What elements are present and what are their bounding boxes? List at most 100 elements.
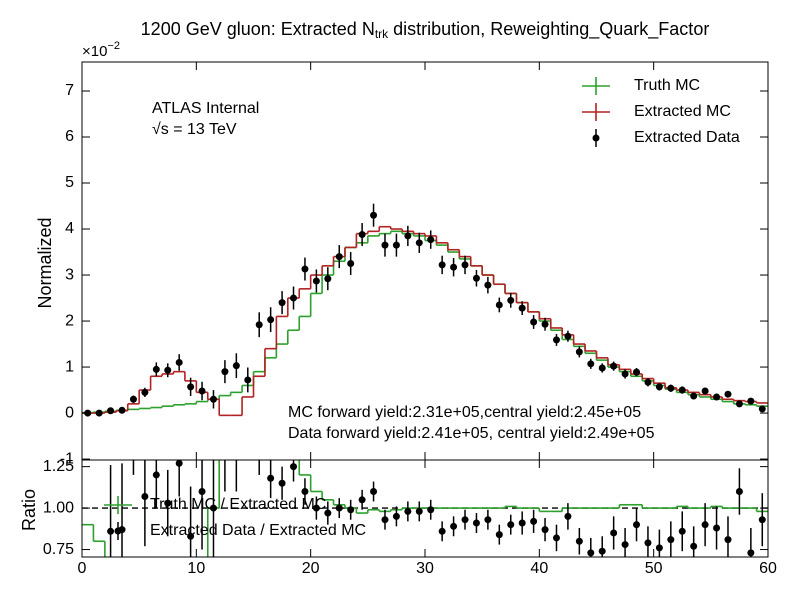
data-point <box>198 387 206 395</box>
data-point <box>495 301 503 309</box>
data-point <box>552 534 560 542</box>
data-point <box>347 260 355 268</box>
data-point <box>724 390 732 398</box>
data-point <box>267 474 275 482</box>
data-point <box>278 479 286 487</box>
y-tick-label: 1 <box>65 358 74 375</box>
annotation: Data forward yield:2.41e+05, central yie… <box>288 425 655 442</box>
y-tick-label: -1 <box>60 450 74 467</box>
data-point <box>233 405 240 412</box>
data-point <box>461 261 469 269</box>
data-point <box>758 405 766 413</box>
data-point <box>530 318 538 326</box>
data-point <box>758 516 766 524</box>
x-tick-label: 60 <box>759 560 777 577</box>
data-point <box>507 521 515 529</box>
annotation: √s = 13 TeV <box>152 121 237 138</box>
y-scale-label: ×10−2 <box>82 40 120 60</box>
data-point <box>187 532 195 540</box>
data-point <box>221 405 228 412</box>
data-point <box>381 516 389 524</box>
data-point <box>621 541 629 549</box>
data-point <box>324 509 332 517</box>
data-point <box>301 265 309 273</box>
data-point <box>667 536 675 544</box>
data-point <box>713 393 721 401</box>
y-axis-label: Normalized <box>35 217 55 308</box>
x-tick-label: 40 <box>530 560 548 577</box>
data-point <box>244 376 252 384</box>
data-point <box>141 388 149 396</box>
legend-marker <box>592 134 600 142</box>
data-point <box>450 522 458 530</box>
data-point <box>678 386 686 394</box>
data-point <box>655 383 663 391</box>
data-point <box>667 384 675 392</box>
data-point <box>381 241 389 249</box>
data-point <box>747 549 755 557</box>
data-point <box>130 422 137 429</box>
legend-label: Extracted MC <box>634 103 731 120</box>
data-point <box>598 364 606 372</box>
data-point <box>450 263 458 271</box>
chart-title: 1200 GeV gluon: Extracted Ntrk distribut… <box>141 19 710 41</box>
x-tick-label: 10 <box>187 560 205 577</box>
data-point <box>575 537 583 545</box>
y-axis-label: Ratio <box>19 489 39 531</box>
data-point <box>633 368 641 376</box>
data-point <box>484 281 492 289</box>
data-point <box>644 539 652 547</box>
data-point <box>633 521 641 529</box>
y-tick-label: 3 <box>65 266 74 283</box>
data-point <box>610 529 618 537</box>
data-point <box>747 397 755 405</box>
data-point <box>495 531 503 539</box>
data-point <box>701 521 709 529</box>
data-point <box>621 370 629 378</box>
data-point <box>541 320 549 328</box>
data-point <box>290 294 298 302</box>
annotation: MC forward yield:2.31e+05,central yield:… <box>288 404 641 421</box>
x-tick-label: 30 <box>416 560 434 577</box>
y-tick-label: 5 <box>65 174 74 191</box>
data-point <box>209 504 217 512</box>
data-point <box>358 231 366 239</box>
legend-label: Extracted Data / Extracted MC <box>150 522 366 539</box>
y-scale-base: ×10 <box>82 43 107 60</box>
data-point <box>118 406 126 414</box>
data-point <box>312 277 320 285</box>
data-point <box>415 507 423 515</box>
data-point <box>164 366 172 374</box>
title-sub: trk <box>375 27 389 41</box>
data-point <box>175 460 183 467</box>
data-point <box>404 507 412 515</box>
y-tick-label: 0.75 <box>43 541 74 558</box>
data-point <box>187 383 195 391</box>
data-point <box>370 488 378 496</box>
data-point <box>713 524 721 532</box>
data-point <box>301 488 309 496</box>
y-tick-label: 6 <box>65 128 74 145</box>
data-point <box>564 512 572 520</box>
data-point <box>530 517 538 525</box>
data-point <box>461 516 469 524</box>
data-point <box>141 492 149 500</box>
data-point <box>267 316 275 324</box>
x-tick-label: 0 <box>78 560 87 577</box>
data-point <box>335 504 343 512</box>
data-point <box>290 463 298 471</box>
data-point <box>575 348 583 356</box>
data-point <box>518 519 526 527</box>
data-point <box>392 512 400 520</box>
data-point <box>552 336 560 344</box>
data-point <box>221 368 229 376</box>
data-point <box>518 304 526 312</box>
data-point <box>347 506 355 514</box>
data-point <box>427 506 435 514</box>
legend-marker <box>114 527 122 535</box>
data-point <box>256 447 263 454</box>
title-part: 1200 GeV gluon: Extracted N <box>141 19 375 39</box>
data-point <box>587 360 595 368</box>
legend-label: Extracted Data <box>634 129 740 146</box>
